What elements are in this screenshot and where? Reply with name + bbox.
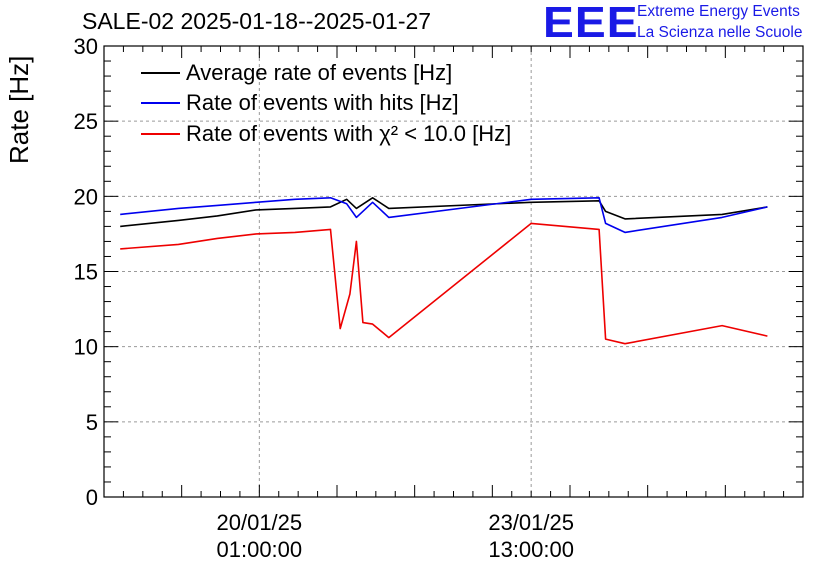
- x-tick-label-date: 23/01/25: [488, 510, 574, 535]
- series-average-line: [120, 197, 768, 228]
- series-hits-line: [120, 197, 768, 234]
- y-tick-label: 10: [74, 335, 98, 360]
- y-tick-label: 30: [74, 34, 98, 59]
- y-tick-label: 5: [86, 410, 98, 435]
- legend-label-chi2: Rate of events with χ² < 10.0 [Hz]: [186, 121, 512, 146]
- x-tick-label-time: 01:00:00: [217, 537, 303, 562]
- y-tick-label: 20: [74, 184, 98, 209]
- y-axis-label: Rate [Hz]: [4, 55, 34, 164]
- logo-line-1: Extreme Energy Events: [637, 3, 800, 20]
- logo-line-2: La Scienza nelle Scuole: [637, 24, 803, 41]
- series-chi2-line: [120, 222, 768, 345]
- y-tick-label: 25: [74, 109, 98, 134]
- y-tick-label: 0: [86, 485, 98, 510]
- legend-label-hits: Rate of events with hits [Hz]: [186, 90, 459, 115]
- legend-label-average: Average rate of events [Hz]: [186, 60, 453, 85]
- chart-title: SALE-02 2025-01-18--2025-01-27: [82, 8, 432, 34]
- y-tick-label: 15: [74, 260, 98, 285]
- x-tick-label-date: 20/01/25: [217, 510, 303, 535]
- eee-logo: EEE: [543, 0, 639, 47]
- x-tick-label-time: 13:00:00: [488, 537, 574, 562]
